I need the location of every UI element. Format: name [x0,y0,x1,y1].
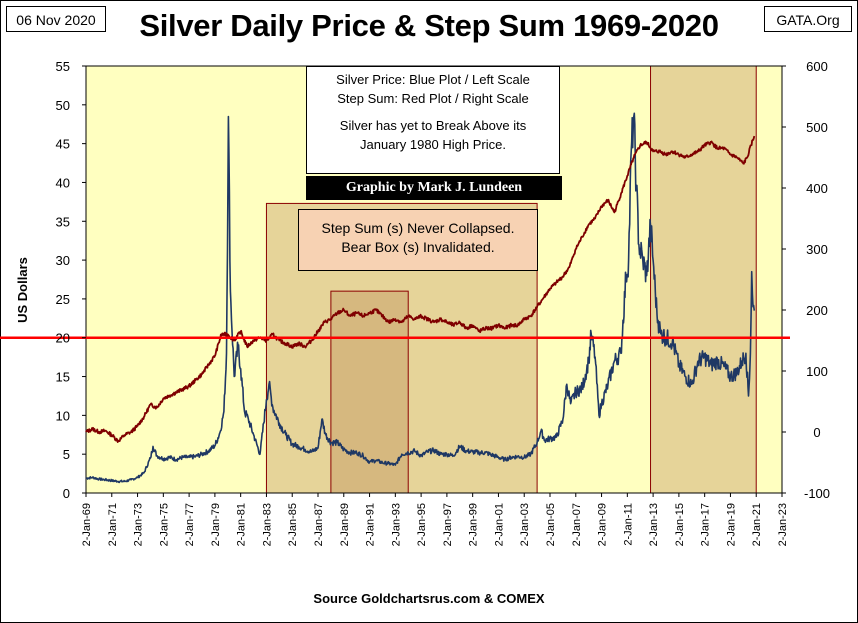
x-tick-label: 2-Jan-79 [210,503,222,546]
y-tick-label: 40 [56,175,70,190]
y-tick-label: 30 [56,253,70,268]
x-tick-label: 2-Jan-89 [339,503,351,546]
x-tick-label: 2-Jan-73 [133,503,145,546]
x-tick-label: 2-Jan-19 [725,503,737,546]
chart-title: Silver Daily Price & Step Sum 1969-2020 [139,8,719,43]
x-tick-label: 2-Jan-91 [365,503,377,546]
y2-tick-label: -100 [804,486,830,501]
y-tick-label: 55 [56,59,70,74]
legend-line-stepsum: Step Sum: Red Plot / Right Scale [337,91,529,106]
x-tick-label: 2-Jan-81 [236,503,248,546]
y-tick-label: 45 [56,137,70,152]
x-tick-label: 2-Jan-13 [648,503,660,546]
x-tick-label: 2-Jan-77 [184,503,196,546]
x-tick-label: 2-Jan-03 [519,503,531,546]
bear-box-2 [330,290,409,494]
site-label: GATA.Org [764,6,852,32]
y2-tick-label: 0 [813,425,820,440]
bear-box-3 [650,65,757,494]
y-tick-label: 50 [56,98,70,113]
x-tick-label: 2-Jan-99 [468,503,480,546]
x-tick-label: 2-Jan-97 [442,503,454,546]
x-tick-label: 2-Jan-17 [700,503,712,546]
x-tick-label: 2-Jan-01 [493,503,505,546]
author-byline: Graphic by Mark J. Lundeen [306,176,562,200]
x-tick-label: 2-Jan-69 [81,503,93,546]
y2-tick-label: 600 [806,59,828,74]
y-tick-label: 10 [56,408,70,423]
x-tick-label: 2-Jan-75 [158,503,170,546]
x-tick-label: 2-Jan-71 [107,503,119,546]
y-tick-label: 5 [63,447,70,462]
y2-tick-label: 400 [806,181,828,196]
silver-price-line [85,112,756,484]
y2-tick-label: 100 [806,364,828,379]
x-tick-label: 2-Jan-87 [313,503,325,546]
y-axis-label: US Dollars [14,257,30,323]
y2-tick-label: 200 [806,303,828,318]
x-tick-label: 2-Jan-07 [571,503,583,546]
tick-labels: 0 5 10 15 20 25 30 35 40 45 50 55 -100 0 100 200 300 400 5… [56,59,830,546]
x-tick-label: 2-Jan-93 [390,503,402,546]
x-tick-label: 2-Jan-15 [674,503,686,546]
x-tick-label: 2-Jan-11 [622,503,634,546]
y2-tick-label: 300 [806,242,828,257]
legend-line-note2: January 1980 High Price. [360,137,506,152]
y2-tick-label: 500 [806,120,828,135]
x-tick-label: 2-Jan-83 [261,503,273,546]
x-tick-label: 2-Jan-09 [597,503,609,546]
y-tick-label: 35 [56,214,70,229]
legend-line-note1: Silver has yet to Break Above its [339,118,527,133]
bear-box-note: Step Sum (s) Never Collapsed. Bear Box (… [298,209,538,271]
note-line-1: Step Sum (s) Never Collapsed. [321,220,515,236]
source-credit: Source Goldchartsrus.com & COMEX [313,591,545,606]
x-tick-label: 2-Jan-23 [777,503,789,546]
x-tick-label: 2-Jan-21 [751,503,763,546]
y-tick-label: 15 [56,370,70,385]
note-line-2: Bear Box (s) Invalidated. [341,239,495,255]
y-tick-label: 25 [56,292,70,307]
legend-box: Silver Price: Blue Plot / Left Scale Ste… [306,66,560,174]
date-label: 06 Nov 2020 [6,6,106,32]
series [85,112,756,484]
x-tick-label: 2-Jan-85 [287,503,299,546]
x-tick-label: 2-Jan-95 [416,503,428,546]
x-tick-label: 2-Jan-05 [545,503,557,546]
legend-line-silver: Silver Price: Blue Plot / Left Scale [336,72,530,87]
y-tick-label: 0 [63,486,70,501]
y-tick-label: 20 [56,331,70,346]
step-sum-line [85,135,756,444]
